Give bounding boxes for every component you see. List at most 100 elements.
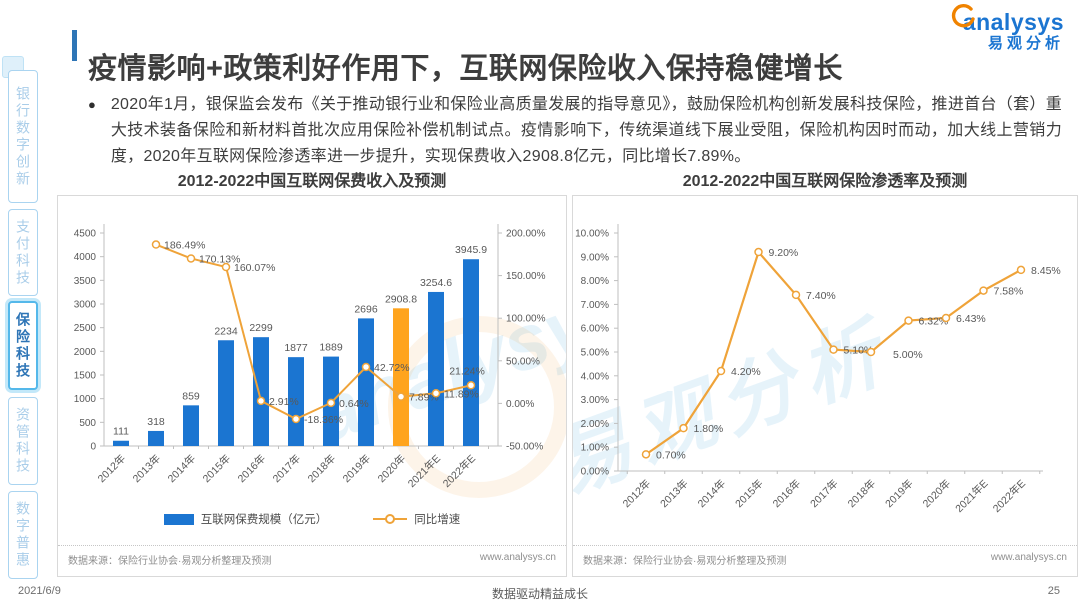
svg-text:5.00%: 5.00% — [893, 349, 923, 361]
svg-text:3254.6: 3254.6 — [420, 277, 452, 289]
svg-text:42.72%: 42.72% — [374, 362, 410, 374]
svg-text:3500: 3500 — [74, 276, 97, 287]
svg-text:-18.36%: -18.36% — [304, 414, 343, 426]
svg-text:200.00%: 200.00% — [506, 229, 546, 240]
svg-text:0.64%: 0.64% — [339, 398, 369, 410]
svg-text:21.24%: 21.24% — [449, 365, 485, 377]
sidebar-item-label: 资管科技 — [15, 407, 31, 475]
legend-item-bars: 互联网保费规模（亿元） — [163, 511, 328, 527]
svg-text:1000: 1000 — [74, 394, 97, 405]
svg-text:2012年: 2012年 — [620, 477, 653, 510]
sidebar-item-bank-digital[interactable]: 银行数字创新 — [8, 70, 38, 203]
page-title: 疫情影响+政策利好作用下，互联网保险收入保持稳健增长 — [88, 53, 843, 86]
svg-text:4.00%: 4.00% — [581, 371, 609, 382]
svg-text:100.00%: 100.00% — [506, 314, 546, 325]
svg-text:2012年: 2012年 — [95, 452, 128, 485]
bullet-icon: ● — [88, 97, 96, 112]
svg-text:3945.9: 3945.9 — [455, 244, 487, 256]
footer-slogan: 数据驱动精益成长 — [491, 587, 588, 601]
logo-swoosh-icon — [951, 4, 975, 28]
svg-text:2019年: 2019年 — [340, 452, 373, 485]
svg-text:318: 318 — [147, 416, 165, 428]
svg-text:859: 859 — [182, 390, 200, 402]
summary-text: 2020年1月，银保监会发布《关于推动银行业和保险业高质量发展的指导意见》，鼓励… — [110, 96, 1062, 165]
svg-text:2020年: 2020年 — [920, 477, 953, 510]
premium-income-chart-panel: analysys 4500 4000 3500 3000 2500 2000 1500 100… — [57, 195, 567, 577]
svg-text:5.00%: 5.00% — [581, 348, 609, 359]
svg-text:2022年E: 2022年E — [440, 452, 478, 490]
svg-text:2016年: 2016年 — [235, 452, 268, 485]
legend-label: 互联网保费规模（亿元） — [200, 514, 328, 526]
svg-text:2500: 2500 — [74, 323, 97, 334]
sidebar-item-label: 数字普惠 — [15, 501, 31, 569]
svg-text:1.80%: 1.80% — [694, 423, 724, 435]
svg-text:1500: 1500 — [74, 371, 97, 382]
source-url: www.analysys.cn — [990, 552, 1067, 563]
svg-text:150.00%: 150.00% — [506, 271, 546, 282]
svg-text:2021年E: 2021年E — [405, 452, 443, 490]
data-source: 数据来源：保险行业协会·易观分析整理及预测 — [583, 556, 787, 567]
svg-text:2022年E: 2022年E — [990, 477, 1028, 515]
svg-text:0.00%: 0.00% — [506, 399, 534, 410]
source-url: www.analysys.cn — [479, 552, 556, 563]
svg-text:2016年: 2016年 — [770, 477, 803, 510]
svg-text:6.43%: 6.43% — [956, 313, 986, 325]
svg-text:9.00%: 9.00% — [581, 252, 609, 263]
sidebar-item-label: 银行数字创新 — [15, 85, 31, 188]
summary-bullet: ● 2020年1月，银保监会发布《关于推动银行业和保险业高质量发展的指导意见》，… — [88, 92, 1062, 170]
svg-text:4000: 4000 — [74, 252, 97, 263]
svg-text:9.20%: 9.20% — [769, 247, 799, 259]
footer-date: 2021/6/9 — [18, 585, 61, 597]
svg-text:1877: 1877 — [284, 342, 308, 354]
line-swatch-icon — [373, 514, 408, 524]
svg-text:1889: 1889 — [319, 342, 343, 354]
footer-page-number: 25 — [1047, 585, 1060, 597]
svg-text:2015年: 2015年 — [732, 477, 765, 510]
svg-text:50.00%: 50.00% — [506, 356, 540, 367]
penetration-chart: 10.00% 9.00% 8.00% 7.00% 6.00% 5.00% 4.00% 3.00… — [575, 224, 1061, 515]
svg-text:111: 111 — [113, 426, 129, 438]
legend-label: 同比增速 — [414, 514, 461, 526]
svg-text:2696: 2696 — [354, 303, 378, 315]
svg-text:4.20%: 4.20% — [731, 366, 761, 378]
svg-text:7.00%: 7.00% — [581, 300, 609, 311]
sidebar-item-label: 保险科技 — [15, 311, 31, 380]
svg-text:2000: 2000 — [74, 347, 97, 358]
sidebar-item-label: 支付科技 — [15, 218, 31, 287]
analysys-logo: analysys 易观分析 — [951, 4, 1064, 53]
svg-text:160.07%: 160.07% — [234, 262, 275, 274]
sidebar-item-asset-mgmt-tech[interactable]: 资管科技 — [8, 397, 38, 485]
svg-text:2017年: 2017年 — [270, 452, 303, 485]
svg-text:2015年: 2015年 — [200, 452, 233, 485]
svg-text:8.00%: 8.00% — [581, 276, 609, 287]
svg-text:2019年: 2019年 — [882, 477, 915, 510]
svg-text:4500: 4500 — [74, 229, 97, 240]
svg-text:186.49%: 186.49% — [164, 240, 205, 252]
left-chart-title: 2012-2022中国互联网保费收入及预测 — [177, 173, 447, 190]
svg-text:2299: 2299 — [249, 322, 273, 334]
svg-text:2017年: 2017年 — [807, 477, 840, 510]
svg-text:2018年: 2018年 — [305, 452, 338, 485]
svg-text:-50.00%: -50.00% — [506, 442, 543, 453]
svg-text:2018年: 2018年 — [845, 477, 878, 510]
right-chart-title: 2012-2022中国互联网保险渗透率及预测 — [682, 173, 968, 190]
svg-text:2.91%: 2.91% — [269, 396, 299, 408]
sidebar-item-insurance-tech[interactable]: 保险科技 — [8, 301, 38, 390]
sidebar-item-digital-inclusion[interactable]: 数字普惠 — [8, 491, 38, 579]
premium-income-chart: 4500 4000 3500 3000 2500 2000 1500 1000 500 0 200.… — [74, 224, 546, 490]
svg-text:2.00%: 2.00% — [581, 419, 609, 430]
svg-text:3000: 3000 — [74, 300, 97, 311]
svg-text:7.40%: 7.40% — [806, 290, 836, 302]
legend-item-line: 同比增速 — [373, 511, 460, 527]
svg-text:11.89%: 11.89% — [444, 388, 479, 400]
svg-text:0.70%: 0.70% — [656, 449, 686, 461]
svg-text:2020年: 2020年 — [375, 452, 408, 485]
chart-footer: 数据来源：保险行业协会·易观分析整理及预测 www.analysys.cn — [573, 545, 1077, 576]
penetration-chart-panel: 易观分析 10.00% 9.00% 8.00% 7.00% 6.00% 5.00% 4.00… — [572, 195, 1078, 577]
svg-text:2013年: 2013年 — [130, 452, 163, 485]
sidebar-item-payment-tech[interactable]: 支付科技 — [8, 209, 38, 296]
svg-text:170.13%: 170.13% — [199, 253, 240, 265]
svg-text:6.00%: 6.00% — [581, 324, 609, 335]
data-source: 数据来源：保险行业协会·易观分析整理及预测 — [68, 556, 272, 567]
svg-text:0.00%: 0.00% — [581, 467, 609, 478]
